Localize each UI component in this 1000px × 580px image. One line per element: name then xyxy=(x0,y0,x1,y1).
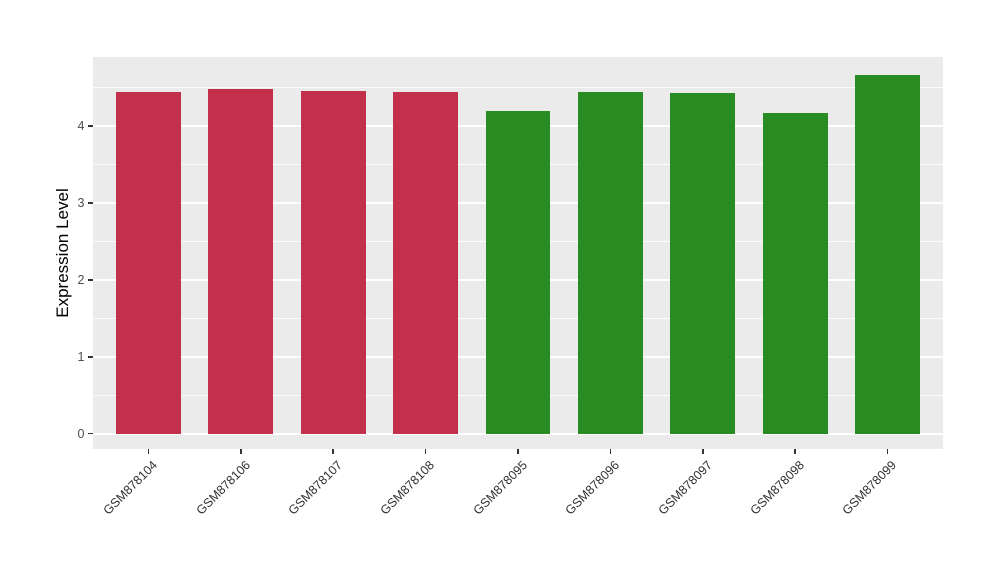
x-tick-mark xyxy=(424,449,427,454)
y-tick-mark xyxy=(87,125,93,127)
bar xyxy=(578,91,643,434)
x-tick-mark xyxy=(702,449,704,454)
bar xyxy=(208,89,274,434)
bar xyxy=(300,90,366,434)
x-tick-label: GSM878108 xyxy=(377,458,438,518)
y-tick-label: 2 xyxy=(77,272,85,287)
plot-panel xyxy=(93,57,943,449)
y-tick-label: 1 xyxy=(77,349,85,364)
x-tick-label: GSM878096 xyxy=(562,458,623,518)
y-tick-label: 3 xyxy=(77,196,85,211)
x-tick-mark xyxy=(517,449,519,454)
bar xyxy=(670,93,736,434)
y-tick-label: 0 xyxy=(77,426,85,441)
x-tick-mark xyxy=(240,449,242,454)
y-tick-mark xyxy=(87,202,93,204)
x-tick-label: GSM878098 xyxy=(747,458,808,518)
x-tick-mark xyxy=(147,449,150,454)
bar xyxy=(762,113,828,434)
x-tick-label: GSM878104 xyxy=(100,458,161,518)
bar xyxy=(393,92,458,434)
x-tick-label: GSM878099 xyxy=(839,458,900,518)
bar xyxy=(116,92,181,434)
y-tick-mark xyxy=(87,432,93,435)
y-tick-mark xyxy=(87,356,93,358)
x-tick-label: GSM878107 xyxy=(285,458,346,518)
gridline-minor xyxy=(93,87,943,89)
y-tick-mark xyxy=(87,279,93,281)
y-tick-label: 4 xyxy=(77,119,85,134)
x-tick-label: GSM878106 xyxy=(193,458,253,518)
bar xyxy=(855,74,920,434)
x-tick-mark xyxy=(609,449,612,454)
gridline-major xyxy=(93,432,943,435)
x-tick-label: GSM878097 xyxy=(655,458,715,518)
x-tick-mark xyxy=(332,449,334,454)
bar xyxy=(485,110,551,434)
x-tick-mark xyxy=(886,449,889,454)
x-tick-mark xyxy=(794,449,796,454)
x-tick-label: GSM878095 xyxy=(470,458,530,518)
